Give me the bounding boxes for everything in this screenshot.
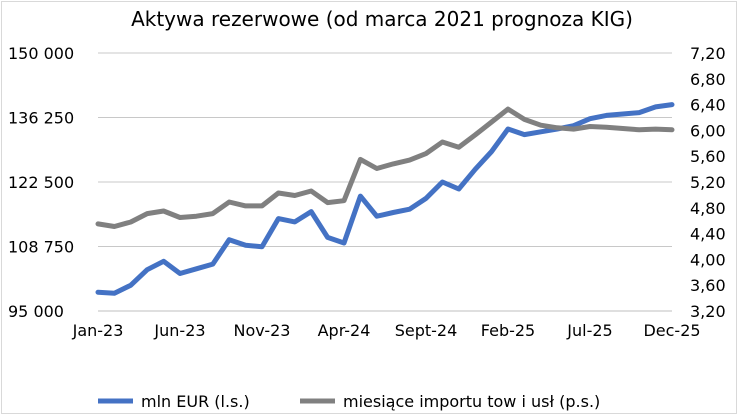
series-lines: [95, 102, 675, 296]
gridlines: [98, 52, 672, 312]
y-right-tick-label: 4,80: [690, 199, 726, 218]
x-tick-label: Jun-23: [153, 321, 205, 340]
y-left-tick-label: 150 000: [8, 44, 74, 63]
x-axis-ticks: Jan-23 Jun-23 Nov-23 Apr-24 Sept-24 Feb-25 Jul…: [72, 321, 701, 340]
x-tick-label: Jan-23: [72, 321, 124, 340]
chart-title: Aktywa rezerwowe (od marca 2021 prognoza…: [131, 7, 633, 31]
y-right-tick-label: 5,20: [690, 173, 726, 192]
y-axis-left-ticks: 150 000 136 250 122 500 108 750 95 000: [8, 44, 74, 321]
legend-label-months-import: miesiące importu tow i usł (p.s.): [343, 392, 600, 411]
y-right-tick-label: 6,00: [690, 121, 726, 140]
x-tick-label: Dec-25: [643, 321, 700, 340]
y-left-tick-label: 95 000: [8, 302, 64, 321]
y-right-tick-label: 4,40: [690, 225, 726, 244]
y-right-tick-label: 6,40: [690, 96, 726, 115]
legend: mln EUR (l.s.) miesiące importu tow i us…: [98, 392, 600, 411]
y-right-tick-label: 7,20: [690, 44, 726, 63]
y-axis-right-ticks: 7,20 6,80 6,40 6,00 5,60 5,20 4,80 4,40 4,00 3,60…: [690, 44, 726, 321]
y-right-tick-label: 4,00: [690, 250, 726, 269]
y-left-tick-label: 136 250: [8, 109, 74, 128]
y-right-tick-label: 5,60: [690, 147, 726, 166]
series-line-months-import: [95, 106, 675, 229]
x-tick-label: Apr-24: [318, 321, 371, 340]
x-tick-label: Nov-23: [234, 321, 291, 340]
y-right-tick-label: 6,80: [690, 70, 726, 89]
y-left-tick-label: 122 500: [8, 173, 74, 192]
series-line-mln-eur: [95, 102, 675, 296]
x-tick-label: Jul-25: [566, 321, 612, 340]
legend-label-mln-eur: mln EUR (l.s.): [141, 392, 250, 411]
y-right-tick-label: 3,20: [690, 302, 726, 321]
y-left-tick-label: 108 750: [8, 238, 74, 257]
x-tick-label: Sept-24: [395, 321, 458, 340]
x-tick-label: Feb-25: [481, 321, 535, 340]
y-right-tick-label: 3,60: [690, 276, 726, 295]
